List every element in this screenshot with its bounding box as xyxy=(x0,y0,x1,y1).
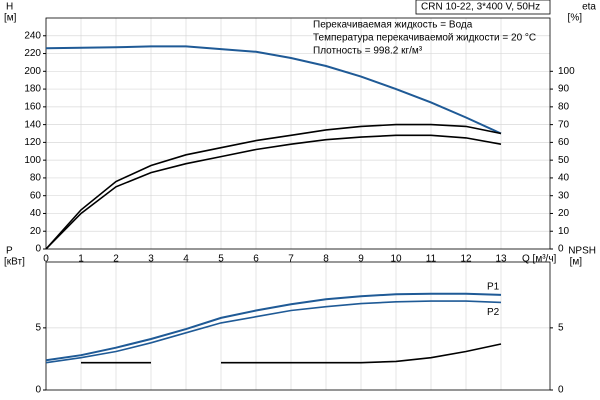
y-tick-label: 120 xyxy=(24,137,41,148)
series-label: P2 xyxy=(487,307,500,318)
annotation: Перекачиваемая жидкость = Вода xyxy=(313,20,473,31)
y-tick-label: 40 xyxy=(30,208,42,219)
annotation: Температура перекачиваемой жидкости = 20… xyxy=(313,33,536,44)
curve xyxy=(45,300,502,364)
y-tick-label: 100 xyxy=(24,155,41,166)
plot-frame xyxy=(45,261,551,391)
y2-tick-label: 5 xyxy=(558,323,564,334)
title-box xyxy=(415,0,551,15)
y-tick-label: 180 xyxy=(24,84,41,95)
x-tick-label: 1 xyxy=(78,254,84,265)
y-tick-label: 20 xyxy=(30,226,42,237)
curve xyxy=(45,45,502,135)
y-tick-label: 200 xyxy=(24,66,41,77)
y-tick-label: 60 xyxy=(30,190,42,201)
y-tick-label: 240 xyxy=(24,30,41,41)
y-tick-label: 140 xyxy=(24,119,41,130)
curve xyxy=(81,343,502,364)
y-tick-label: 160 xyxy=(24,101,41,112)
y-tick-label: 0 xyxy=(35,385,41,396)
y2-tick-label: 50 xyxy=(558,155,570,166)
y2-axis-unit: [%] xyxy=(568,13,583,24)
y-tick-label: 0 xyxy=(35,244,41,255)
y2-axis-label: NPSH xyxy=(568,246,596,257)
y-tick-label: 5 xyxy=(35,323,41,334)
y2-tick-label: 90 xyxy=(558,84,570,95)
chart-title: CRN 10-22, 3*400 V, 50Hz xyxy=(421,2,540,13)
x-tick-label: 7 xyxy=(288,254,294,265)
curve xyxy=(45,292,502,362)
y2-tick-label: 80 xyxy=(558,101,570,112)
x-tick-label: 13 xyxy=(495,254,507,265)
y2-tick-label: 0 xyxy=(558,385,564,396)
x-tick-label: 11 xyxy=(426,254,437,265)
x-tick-label: 9 xyxy=(358,254,364,265)
x-tick-label: 3 xyxy=(148,254,154,265)
x-tick-label: 5 xyxy=(218,254,224,265)
series-label: P1 xyxy=(487,282,500,293)
y-axis-unit: [м] xyxy=(4,13,17,24)
y2-tick-label: 0 xyxy=(558,244,564,255)
annotation: Плотность = 998.2 кг/м³ xyxy=(313,46,423,57)
y2-tick-label: 100 xyxy=(558,66,575,77)
y2-tick-label: 20 xyxy=(558,208,570,219)
y-axis-unit: [кВт] xyxy=(4,257,25,268)
y2-tick-label: 70 xyxy=(558,119,570,130)
x-tick-label: 4 xyxy=(183,254,189,265)
y2-axis-unit: [м] xyxy=(570,257,583,268)
y2-tick-label: 10 xyxy=(558,226,570,237)
y2-axis-label: eta xyxy=(582,2,596,13)
x-axis-label: Q [м³/ч] xyxy=(522,254,557,265)
x-tick-label: 10 xyxy=(390,254,402,265)
y-tick-label: 80 xyxy=(30,173,42,184)
x-tick-label: 6 xyxy=(253,254,259,265)
curve xyxy=(45,123,502,250)
y2-tick-label: 30 xyxy=(558,190,570,201)
y-tick-label: 220 xyxy=(24,48,41,59)
plot-frame xyxy=(45,17,551,250)
y-axis-label: P xyxy=(6,246,13,257)
x-tick-label: 2 xyxy=(113,254,119,265)
y2-tick-label: 40 xyxy=(558,173,570,184)
x-tick-label: 8 xyxy=(323,254,329,265)
y-axis-label: H xyxy=(6,2,13,13)
curve xyxy=(45,134,502,250)
y2-tick-label: 60 xyxy=(558,137,570,148)
x-tick-label: 0 xyxy=(43,254,49,265)
x-tick-label: 12 xyxy=(460,254,472,265)
